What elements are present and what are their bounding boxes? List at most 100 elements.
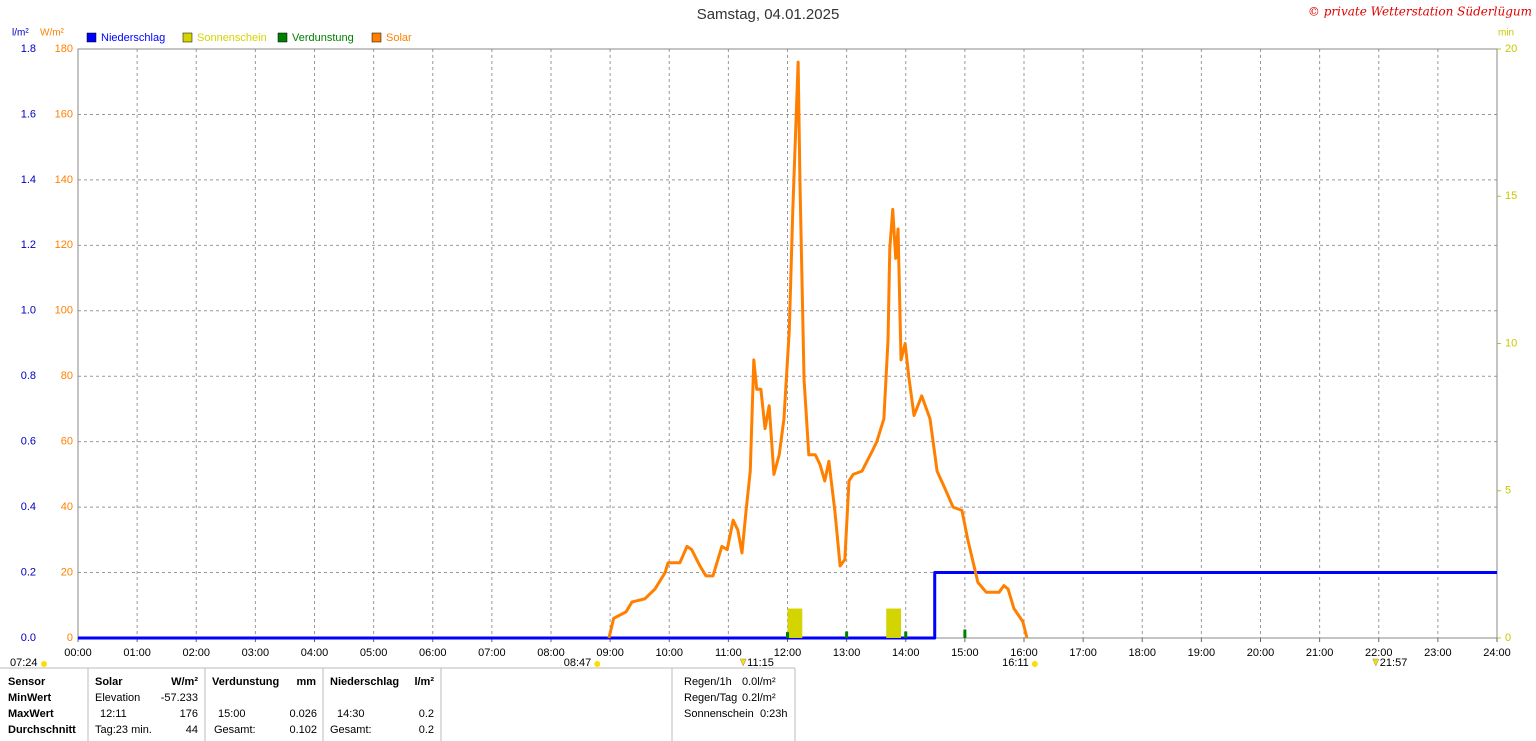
x-tick-label: 00:00 <box>64 647 92 659</box>
y-tick-label: 1.4 <box>21 174 36 186</box>
cell: 0.2 <box>419 724 434 736</box>
legend-label: Niederschlag <box>101 32 165 44</box>
legend-swatch <box>182 32 193 43</box>
cell: -57.233 <box>161 692 198 704</box>
col-unit: mm <box>296 676 316 688</box>
x-tick-label: 19:00 <box>1188 647 1216 659</box>
cell: 12:11 <box>100 708 127 720</box>
y2-tick-label: 60 <box>61 436 73 448</box>
summary-value: 0:23h <box>760 708 788 720</box>
x-tick-label: 11:00 <box>715 647 742 659</box>
y-tick-label: 1.0 <box>21 305 36 317</box>
x-tick-label: 13:00 <box>833 647 861 659</box>
x-tick-label: 02:00 <box>182 647 210 659</box>
legend-swatch <box>86 32 97 43</box>
y-tick-label: 1.6 <box>21 108 36 120</box>
col-title: Niederschlag <box>330 676 399 688</box>
x-tick-label: 08:00 <box>537 647 565 659</box>
y2-tick-label: 20 <box>61 566 73 578</box>
sun-marker <box>594 661 601 667</box>
left-marker-label: 07:24 <box>10 657 38 669</box>
summary-value: 0.2l/m² <box>742 692 776 704</box>
cell: 14:30 <box>337 708 365 720</box>
legend-swatch <box>371 32 382 43</box>
y3-tick-label: 15 <box>1505 190 1517 202</box>
y-tick-label: 0.6 <box>21 436 36 448</box>
cell: Gesamt: <box>214 724 256 736</box>
y-axis-unit: l/m² <box>12 28 29 39</box>
col-title: Solar <box>95 676 123 688</box>
sunshine-bar <box>787 608 803 638</box>
x-tick-label: 17:00 <box>1069 647 1097 659</box>
y2-tick-label: 40 <box>61 501 73 513</box>
y3-tick-label: 5 <box>1505 485 1511 497</box>
evaporation-mark <box>904 631 908 638</box>
legend-label: Verdunstung <box>292 32 354 44</box>
x-tick-label: 03:00 <box>242 647 270 659</box>
y3-tick-label: 0 <box>1505 632 1511 644</box>
y-tick-label: 1.2 <box>21 239 36 251</box>
cell: 0.2 <box>419 708 434 720</box>
y-tick-label: 0.2 <box>21 566 36 578</box>
sun-marker <box>1031 661 1038 667</box>
x-tick-label: 09:00 <box>596 647 624 659</box>
y-tick-label: 0.0 <box>21 632 36 644</box>
y2-tick-label: 100 <box>55 305 73 317</box>
left-marker <box>41 661 47 667</box>
cell: 15:00 <box>218 708 246 720</box>
y3-axis-unit: min <box>1498 28 1514 39</box>
summary-label: Sonnenschein <box>684 708 754 720</box>
summary-label: Regen/Tag <box>684 692 737 704</box>
row-label: Sensor <box>8 676 46 688</box>
row-label: MaxWert <box>8 708 54 720</box>
x-tick-label: 05:00 <box>360 647 388 659</box>
marker-label: 16:11 <box>1002 657 1029 669</box>
copyright: © private Wetterstation Süderlügum <box>1308 5 1532 19</box>
y2-tick-label: 0 <box>67 632 73 644</box>
x-tick-label: 21:00 <box>1306 647 1334 659</box>
y2-tick-label: 160 <box>55 108 73 120</box>
marker-label: 11:15 <box>747 657 774 669</box>
legend-swatch <box>277 32 288 43</box>
x-tick-label: 23:00 <box>1424 647 1452 659</box>
moon-marker <box>1372 658 1380 667</box>
x-tick-label: 04:00 <box>301 647 329 659</box>
y-tick-label: 0.8 <box>21 370 36 382</box>
x-tick-label: 06:00 <box>419 647 447 659</box>
y2-axis-unit: W/m² <box>40 28 65 39</box>
evaporation-mark <box>786 632 789 638</box>
x-tick-label: 01:00 <box>123 647 151 659</box>
marker-label: 21:57 <box>1380 657 1408 669</box>
summary-label: Regen/1h <box>684 676 732 688</box>
series-line <box>607 60 1029 639</box>
cell: 0.026 <box>289 708 317 720</box>
y2-tick-label: 180 <box>55 43 73 55</box>
legend-label: Solar <box>386 32 412 44</box>
cell: 176 <box>180 708 198 720</box>
evaporation-mark <box>963 629 967 638</box>
col-unit: l/m² <box>414 676 434 688</box>
y3-tick-label: 20 <box>1505 43 1517 55</box>
marker-label: 08:47 <box>564 657 592 669</box>
y2-tick-label: 140 <box>55 174 73 186</box>
x-tick-label: 16:00 <box>1010 647 1038 659</box>
legend-label: Sonnenschein <box>197 32 267 44</box>
x-tick-label: 14:00 <box>892 647 920 659</box>
x-tick-label: 20:00 <box>1247 647 1275 659</box>
col-unit: W/m² <box>171 676 198 688</box>
y3-tick-label: 10 <box>1505 337 1517 349</box>
cell: 0.102 <box>289 724 317 736</box>
col-title: Verdunstung <box>212 676 279 688</box>
series-line <box>78 571 1497 640</box>
y2-tick-label: 80 <box>61 370 73 382</box>
cell: Gesamt: <box>330 724 372 736</box>
x-tick-label: 22:00 <box>1365 647 1393 659</box>
chart-title: Samstag, 04.01.2025 <box>697 6 840 23</box>
sunshine-bar <box>886 608 902 638</box>
row-label: Durchschnitt <box>8 724 76 736</box>
moon-marker <box>739 658 747 667</box>
cell: 44 <box>186 724 198 736</box>
summary-value: 0.0l/m² <box>742 676 776 688</box>
y2-tick-label: 120 <box>55 239 73 251</box>
